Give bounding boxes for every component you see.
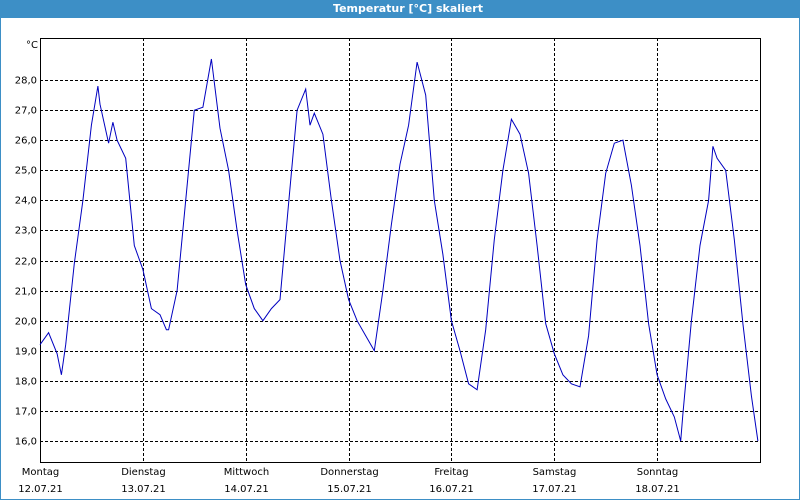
y-tick-label: 23,0 — [15, 226, 37, 237]
x-tick-label: Dienstag — [121, 467, 166, 478]
x-tick-date: 15.07.21 — [327, 484, 372, 495]
x-tick-date: 14.07.21 — [224, 484, 269, 495]
chart-title: Temperatur [°C] skaliert — [333, 2, 483, 15]
y-tick-label: 20,0 — [15, 317, 37, 328]
x-tick-date: 16.07.21 — [429, 484, 474, 495]
temperature-line — [39, 58, 759, 442]
y-tick-label: 25,0 — [15, 166, 37, 177]
y-tick-label: 28,0 — [15, 76, 37, 87]
x-tick-label: Sonntag — [637, 467, 679, 478]
y-tick-label: 26,0 — [15, 136, 37, 147]
x-tick-date: 18.07.21 — [635, 484, 680, 495]
x-tick-date: 13.07.21 — [121, 484, 166, 495]
y-tick-label: 21,0 — [15, 287, 37, 298]
y-tick-label: 19,0 — [15, 347, 37, 358]
y-tick-label: 16,0 — [15, 437, 37, 448]
x-tick-label: Samstag — [533, 467, 577, 478]
y-unit: °C — [26, 40, 38, 51]
x-tick-label: Montag — [22, 467, 59, 478]
y-tick-label: 24,0 — [15, 196, 37, 207]
x-tick-date: 17.07.21 — [532, 484, 577, 495]
plot-frame — [40, 38, 761, 463]
x-tick-date: 12.07.21 — [18, 484, 63, 495]
x-tick-label: Freitag — [434, 467, 468, 478]
y-tick-label: 22,0 — [15, 257, 37, 268]
y-tick-label: 17,0 — [15, 407, 37, 418]
title-bar — [0, 0, 800, 18]
y-tick-label: 18,0 — [15, 377, 37, 388]
y-tick-label: 27,0 — [15, 106, 37, 117]
x-tick-label: Donnerstag — [320, 467, 378, 478]
x-tick-label: Mittwoch — [224, 467, 269, 478]
